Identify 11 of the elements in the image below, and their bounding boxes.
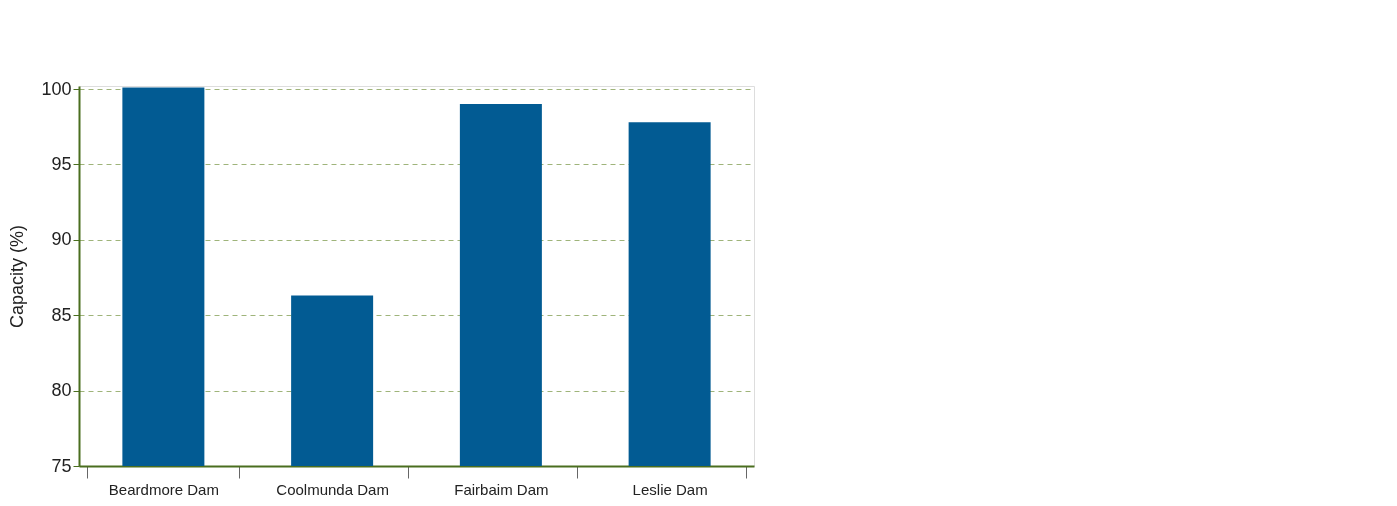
y-tick-label: 90 [51, 229, 72, 250]
x-tick-label: Beardmore Dam [108, 480, 219, 498]
x-tick-label: Coolmunda Dam [276, 480, 389, 498]
y-tick-label: 80 [51, 380, 72, 401]
y-tick-label: 95 [51, 153, 72, 174]
y-tick-label: 75 [51, 455, 72, 476]
y-tick-label: 100 [41, 78, 72, 99]
y-axis-title: Capacity (%) [7, 224, 28, 329]
x-tick-label: Leslie Dam [632, 480, 708, 498]
y-tick-label: 85 [51, 304, 72, 325]
x-tick-label: Fairbaim Dam [454, 480, 549, 498]
